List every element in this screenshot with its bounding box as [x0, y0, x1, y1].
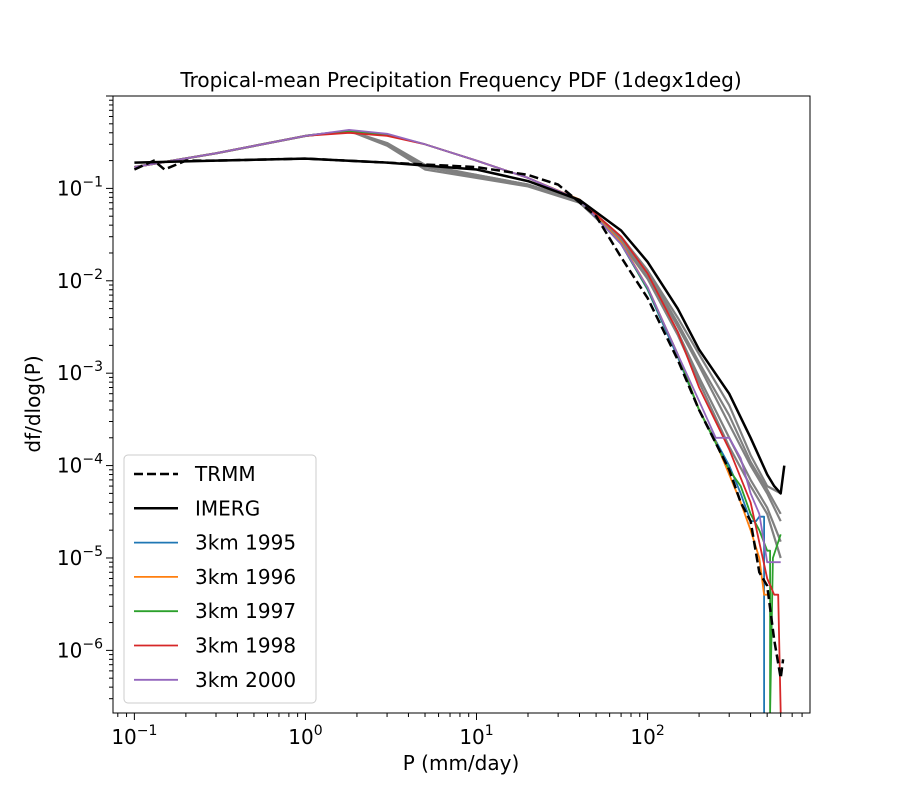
- y-tick-label: 10−2: [57, 267, 103, 293]
- y-axis: 10−6 10−5 10−4 10−3 10−2 10−1: [57, 95, 113, 700]
- x-tick-label: 102: [630, 723, 664, 749]
- y-axis-label: df/dlog(P): [21, 355, 45, 452]
- legend-label-3km-1998: 3km 1998: [195, 634, 296, 658]
- legend-label-3km-1996: 3km 1996: [195, 565, 296, 589]
- y-tick-label: 10−4: [57, 452, 103, 478]
- legend: TRMM IMERG 3km 1995 3km 1996 3km 1997 3km 199…: [123, 454, 317, 704]
- y-tick-label: 10−6: [57, 636, 103, 662]
- y-tick-label: 10−1: [57, 174, 103, 200]
- x-tick-label: 100: [288, 723, 322, 749]
- y-tick-label: 10−5: [57, 544, 103, 570]
- x-tick-label: 10−1: [111, 723, 157, 749]
- legend-label-3km-1997: 3km 1997: [195, 599, 296, 623]
- legend-label-3km-1995: 3km 1995: [195, 531, 296, 555]
- plot-frame: [112, 95, 811, 714]
- series-line-3km-1998: [134, 131, 782, 713]
- x-axis: 10−1 100 101 102: [111, 713, 803, 749]
- legend-label-trmm: TRMM: [194, 462, 256, 486]
- x-axis-label: P (mm/day): [403, 751, 520, 775]
- legend-label-3km-2000: 3km 2000: [195, 668, 296, 692]
- series-layer: [133, 129, 786, 713]
- series-line-3km-2000: [134, 129, 781, 564]
- x-tick-label: 101: [459, 723, 493, 749]
- legend-label-imerg: IMERG: [195, 496, 260, 520]
- legend-box: [123, 454, 317, 704]
- y-tick-label: 10−3: [57, 359, 103, 385]
- chart-title: Tropical-mean Precipitation Frequency PD…: [179, 68, 741, 92]
- series-line-imerg: [134, 157, 786, 495]
